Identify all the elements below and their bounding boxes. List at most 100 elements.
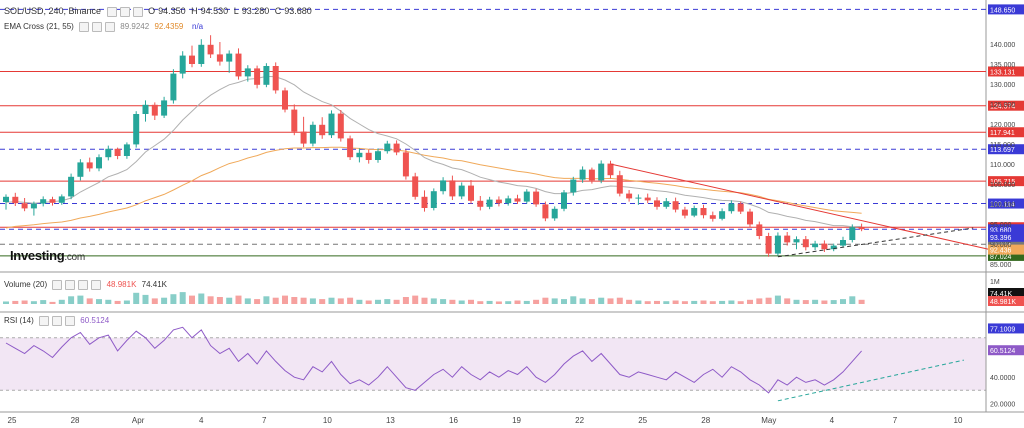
level-badge: [988, 4, 1024, 15]
candle-body: [114, 148, 121, 156]
volume-bar: [170, 294, 177, 304]
volume-bar: [412, 295, 419, 304]
candle-body: [514, 198, 521, 202]
candle-body: [12, 196, 19, 204]
low-label: L: [233, 6, 239, 16]
level-badge: [988, 239, 1024, 250]
settings-icon[interactable]: [92, 22, 103, 32]
volume-bar: [291, 297, 298, 304]
candle-body: [830, 245, 837, 250]
close-icon[interactable]: [105, 22, 116, 32]
volume-bar: [319, 299, 326, 304]
volume-bar: [375, 299, 381, 304]
volume-bar: [207, 296, 214, 304]
candle-body: [598, 163, 605, 181]
volume-bar: [756, 298, 763, 304]
eye-icon[interactable]: [39, 316, 50, 326]
volume-bar: [542, 297, 549, 304]
volume-bar: [142, 294, 149, 304]
eye-icon[interactable]: [79, 22, 90, 32]
candle-body: [681, 209, 688, 216]
time-tick-label: 28: [71, 416, 80, 425]
close-icon[interactable]: [65, 316, 76, 326]
volume-bar: [561, 299, 567, 304]
volume-bar: [309, 298, 316, 304]
candle-body: [356, 152, 363, 158]
eye-icon[interactable]: [52, 280, 63, 290]
settings-icon[interactable]: [52, 316, 63, 326]
low-value: 93.280: [241, 6, 270, 16]
candle-body: [719, 211, 726, 219]
candle-body: [375, 151, 381, 160]
volume-bar: [179, 292, 186, 304]
price-tick-label: 90.000: [990, 242, 1012, 249]
volume-bar: [272, 297, 279, 304]
volume-bar: [430, 298, 437, 304]
volume-bar: [30, 301, 37, 304]
volume-bar: [263, 296, 270, 304]
ema-slow-value: 92.4359: [154, 22, 184, 32]
candle-body: [542, 204, 549, 219]
candle-body: [328, 113, 335, 136]
rsi-label: RSI (14): [4, 316, 34, 326]
investing-logo: Investing.com: [10, 248, 85, 263]
candle-body: [189, 55, 195, 64]
volume-bar: [821, 300, 828, 304]
candle-body: [588, 169, 595, 181]
candle-body: [802, 239, 809, 248]
candle-body: [105, 148, 112, 158]
close-value: 93.680: [284, 6, 312, 16]
level-badge: [988, 224, 1024, 235]
candle-body: [300, 131, 307, 144]
time-tick-label: May: [761, 416, 776, 425]
volume-bar: [830, 300, 837, 304]
candle-body: [226, 53, 233, 62]
time-tick-label: 19: [512, 416, 521, 425]
time-tick-label: 25: [638, 416, 647, 425]
level-badge-label: 113.697: [990, 147, 1015, 154]
volume-bar: [21, 300, 28, 304]
volume-bar: [514, 300, 521, 304]
candle-body: [272, 66, 279, 91]
candle-body: [840, 240, 846, 246]
ema-fast-line: [5, 75, 862, 228]
volume-badge: [988, 296, 1024, 306]
time-tick-label: 10: [954, 416, 963, 425]
candle-body: [663, 201, 670, 207]
level-badge: [988, 176, 1024, 187]
volume-bar: [216, 297, 223, 304]
time-tick-label: 22: [575, 416, 584, 425]
candle-body: [291, 109, 298, 132]
rsi-line: [5, 326, 862, 394]
more-icon[interactable]: [91, 280, 102, 290]
settings-icon[interactable]: [65, 280, 76, 290]
candle-body: [151, 104, 158, 116]
level-badge-label: 148.650: [990, 7, 1015, 14]
level-badge: [988, 127, 1024, 138]
volume-bar: [235, 295, 242, 304]
level-badge: [988, 66, 1024, 77]
volume-bar: [802, 300, 809, 304]
price-tick-label: 140.000: [990, 42, 1015, 49]
volume-bar: [421, 297, 428, 304]
volume-bar: [607, 298, 614, 304]
price-badge: [988, 231, 1024, 242]
volume-bar: [533, 299, 540, 304]
volume-bar: [858, 299, 865, 304]
eye-icon[interactable]: [106, 6, 117, 17]
close-icon[interactable]: [132, 6, 143, 17]
volume-bar: [3, 301, 9, 304]
candle-body: [3, 196, 9, 202]
volume-bar: [663, 301, 670, 304]
volume-bar: [365, 300, 372, 304]
volume-tick-label: 1M: [990, 279, 1000, 286]
candle-body: [123, 144, 130, 156]
settings-icon[interactable]: [119, 6, 130, 17]
volume-bar: [337, 298, 344, 304]
volume-bar: [523, 300, 530, 304]
candle-body: [68, 176, 75, 197]
close-icon[interactable]: [78, 280, 89, 290]
volume-bar: [226, 297, 233, 304]
candle-body: [430, 191, 437, 208]
